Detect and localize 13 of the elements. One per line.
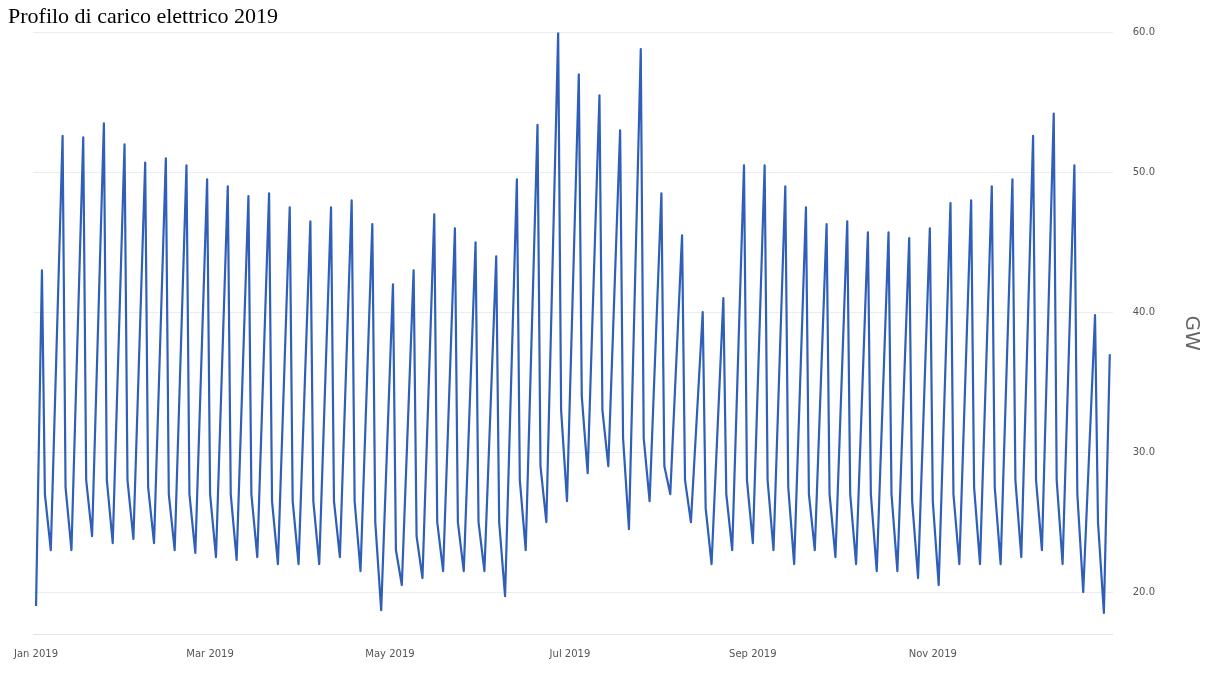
x-tick-label: Jan 2019 [13,647,59,659]
y-axis-title: GW [1180,315,1205,352]
y-tick-label: 50.0 [1132,165,1155,177]
x-tick-label: Jul 2019 [548,647,591,659]
y-tick-label: 40.0 [1132,305,1155,317]
y-tick-label: 30.0 [1132,445,1155,457]
x-tick-label: May 2019 [365,647,415,659]
y-tick-label: 20.0 [1132,585,1155,597]
y-tick-label: 60.0 [1132,25,1155,37]
x-tick-label: Sep 2019 [729,647,777,659]
chart-title: Profilo di carico elettrico 2019 [8,2,279,28]
x-tick-label: Mar 2019 [186,647,234,659]
x-tick-label: Nov 2019 [908,647,957,659]
